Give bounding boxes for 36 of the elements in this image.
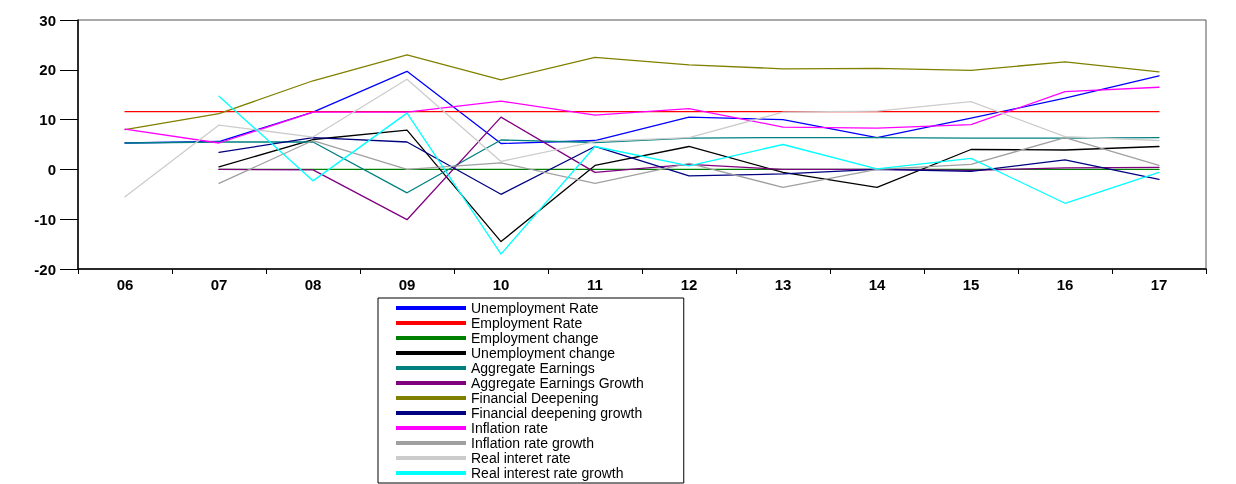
x-tick-label: 10: [492, 276, 510, 293]
legend-label: Financial Deepening: [471, 390, 599, 406]
legend-label: Aggregate Earnings: [471, 360, 595, 376]
line-series: [218, 116, 1160, 221]
legend-label: Aggregate Earnings Growth: [471, 375, 644, 391]
x-tick-label: 09: [398, 276, 416, 293]
x-tick-label: 11: [587, 276, 603, 293]
y-tick-label: 30: [39, 11, 56, 29]
x-tick-label: 16: [1056, 276, 1074, 293]
legend-label: Inflation rate: [471, 420, 549, 436]
x-tick-label: 17: [1150, 276, 1168, 293]
legend-label: Employment Rate: [471, 315, 583, 331]
legend-label: Real interet rate: [471, 450, 571, 466]
legend-label: Unemployment Rate: [471, 300, 599, 316]
y-tick-label: 10: [39, 111, 56, 129]
x-tick-label: 12: [680, 276, 698, 293]
x-tick-label: 07: [210, 276, 228, 293]
y-tick-label: -20: [34, 260, 56, 278]
line-series: [218, 95, 1160, 255]
legend-label: Financial deepening growth: [471, 405, 643, 421]
x-tick-label: 14: [868, 276, 886, 293]
legend-label: Inflation rate growth: [471, 435, 594, 451]
line-series: [124, 54, 1160, 131]
legend-label: Unemployment change: [471, 345, 616, 361]
y-tick-label: 20: [39, 61, 56, 79]
x-tick-label: 13: [774, 276, 792, 293]
x-tick-label: 08: [304, 276, 322, 293]
line-series: [124, 78, 1160, 198]
x-tick-label: 15: [962, 276, 980, 293]
x-tick-label: 06: [116, 276, 134, 293]
line-series: [218, 129, 1160, 243]
line-series: [124, 86, 1160, 144]
legend-label: Employment change: [471, 330, 599, 346]
legend-label: Real interest rate growth: [471, 465, 624, 481]
y-tick-label: -10: [34, 210, 56, 228]
y-tick-label: 0: [47, 160, 56, 178]
